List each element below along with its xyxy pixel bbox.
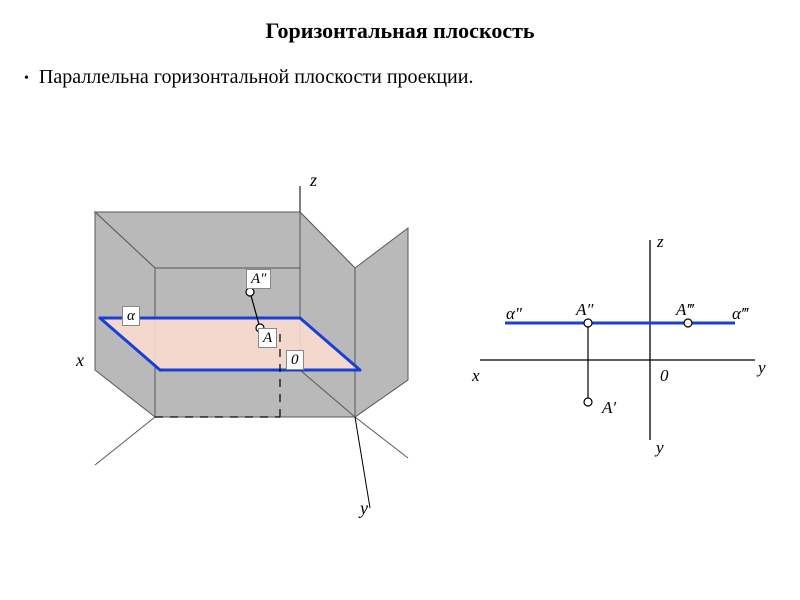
axis-y-down: y [656, 438, 664, 458]
axis-x-right: x [472, 366, 480, 386]
A1-label: A′ [602, 398, 616, 418]
bullet-dot: • [24, 66, 39, 92]
axis-z-left: z [310, 170, 317, 191]
alpha2-label: α″ [506, 304, 522, 324]
point-a2-box: A″ [246, 269, 271, 289]
page-title: Горизонтальная плоскость [0, 0, 800, 44]
right-2d-diagram [0, 120, 800, 540]
alpha-box: α [122, 306, 140, 326]
axis-z-right: z [657, 232, 664, 252]
A3-label: A‴ [676, 300, 694, 320]
axis-x-left: x [76, 350, 84, 371]
alpha3-label: α‴ [732, 304, 748, 324]
point-a-box: A [258, 328, 277, 348]
origin-box: 0 [286, 350, 304, 370]
bullet-text: Параллельна горизонтальной плоскости про… [39, 66, 474, 89]
bullet-row: • Параллельна горизонтальной плоскости п… [0, 44, 800, 92]
axis-y-left: y [360, 498, 368, 519]
axis-y-right: y [758, 358, 766, 378]
origin-right: 0 [660, 366, 669, 386]
A2-label: A″ [576, 300, 593, 320]
diagram-area: z x y α A A″ 0 z x y y 0 α″ α‴ A″ A‴ A′ [0, 120, 800, 580]
